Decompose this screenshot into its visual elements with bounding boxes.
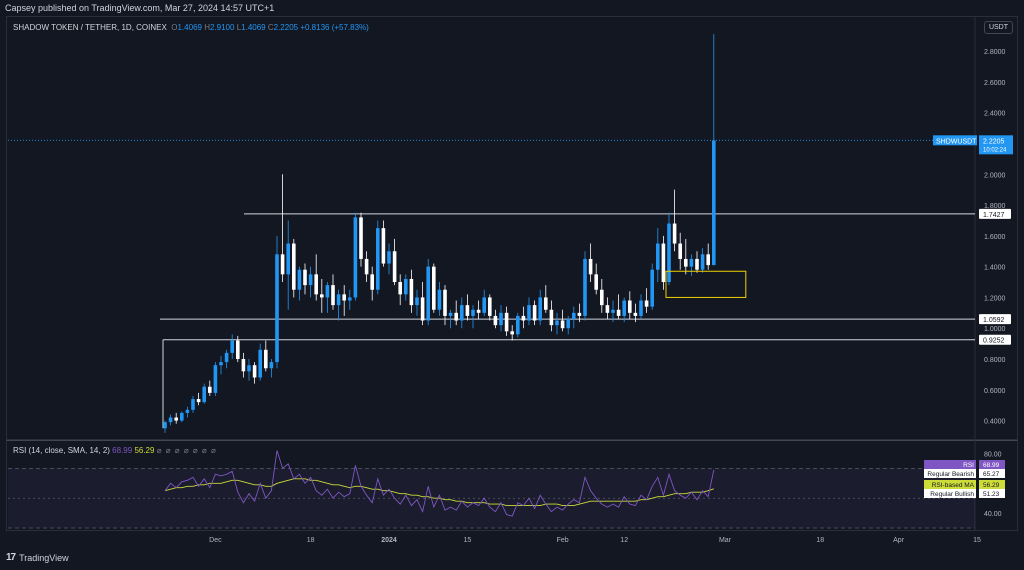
time-tick-label: Mar [719,537,732,544]
rsi-pane[interactable]: RSI (14, close, SMA, 14, 2) 68.99 56.29 … [6,440,1018,531]
price-pane[interactable]: SHADOW TOKEN / TETHER, 1D, COINEX O1.406… [6,16,1018,440]
rsi-legend-dots: ⌀ ⌀ ⌀ ⌀ ⌀ ⌀ ⌀ [156,446,217,455]
open-value: 1.4069 [177,23,202,32]
rsi-title: RSI (14, close, SMA, 14, 2) [13,446,110,455]
tradingview-logo[interactable]: 17 TradingView [6,552,69,563]
time-tick-label: 15 [973,537,981,544]
publish-header: Capsey published on TradingView.com, Mar… [0,0,1024,16]
time-tick-label: 2024 [381,537,397,544]
rsi-ma-legend-value: 56.29 [134,446,155,455]
high-label: H [204,23,210,32]
high-value: 2.9100 [209,23,235,32]
low-label: L [236,23,242,32]
open-label: O [171,23,178,32]
time-tick-label: 18 [307,537,315,544]
close-label: C [267,23,274,32]
tradingview-logo-icon: 17 [6,552,16,563]
currency-badge[interactable]: USDT [983,21,1013,34]
tradingview-brand: TradingView [19,552,69,563]
rsi-legend-value: 68.99 [112,446,133,455]
rsi-legend: RSI (14, close, SMA, 14, 2) 68.99 56.29 … [13,446,217,455]
time-tick-label: Feb [557,537,569,544]
symbol-legend: SHADOW TOKEN / TETHER, 1D, COINEX O1.406… [13,23,369,32]
time-tick-label: 12 [620,537,628,544]
symbol-title: SHADOW TOKEN / TETHER, 1D, COINEX [13,23,167,32]
change-value: +0.8136 (+57.83%) [300,23,369,32]
time-tick-label: Apr [893,537,905,544]
published-text: Capsey published on TradingView.com, Mar… [5,3,275,13]
time-tick-label: 15 [464,537,472,544]
time-tick-label: Dec [209,537,222,544]
footer: 17 TradingView [0,548,1024,570]
close-value: 2.2205 [273,23,299,32]
low-value: 1.4069 [241,23,266,32]
time-tick-label: 18 [816,537,824,544]
